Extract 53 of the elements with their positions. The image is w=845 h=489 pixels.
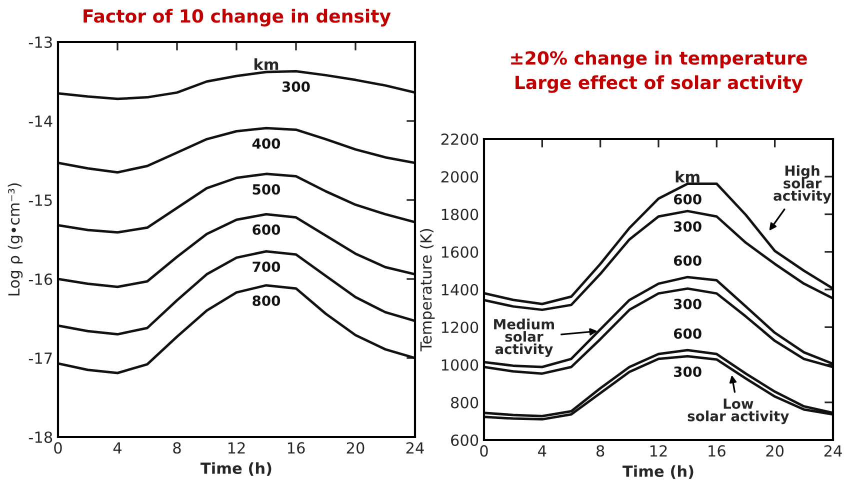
x-tick-label: 24	[824, 445, 842, 456]
x-tick-label: 0	[480, 445, 488, 457]
y-tick-label: 1200	[442, 322, 478, 334]
x-tick-label: 16	[288, 442, 305, 454]
x-tick-label: 12	[650, 445, 667, 456]
series-label: 300	[674, 221, 702, 232]
y-tick-label: -16	[28, 273, 52, 286]
y-tick-label: 2000	[441, 171, 478, 183]
chart-title: ±20% change in temperature	[511, 50, 807, 68]
series-label: 600	[674, 328, 702, 339]
chart-title: Factor of 10 change in density	[84, 8, 391, 26]
chart-subtitle: Large effect of solar activity	[516, 75, 803, 93]
x-tick-label: 4	[538, 445, 546, 456]
y-tick-label: 800	[451, 396, 478, 408]
series-label: 600	[674, 255, 702, 266]
x-tick-label: 0	[54, 442, 62, 454]
y-tick-label: -14	[28, 116, 52, 127]
x-axis-title: Time (h)	[622, 465, 694, 479]
x-tick-label: 20	[766, 445, 784, 457]
y-tick-label: 1400	[442, 284, 478, 296]
series-label: 300	[674, 366, 702, 377]
y-tick-label: -18	[28, 431, 52, 444]
y-tick-label: 1000	[442, 359, 478, 371]
series-label: 500	[252, 184, 280, 195]
y-axis-title: Temperature (K)	[420, 229, 435, 352]
x-tick-label: 8	[173, 442, 181, 454]
y-tick-label: 600	[451, 434, 478, 446]
y-tick-label: 2200	[441, 133, 478, 146]
annotation: High solar activity	[774, 165, 832, 204]
x-tick-label: 20	[346, 442, 364, 454]
x-tick-label: 12	[228, 442, 245, 454]
series-label: 400	[252, 138, 280, 149]
annotation: Low solar activity	[688, 398, 789, 424]
y-axis-title: Log ρ (g•cm⁻³)	[8, 183, 23, 296]
y-tick-label: 1800	[442, 208, 478, 220]
annotation: km	[676, 170, 700, 182]
x-tick-label: 4	[113, 442, 122, 454]
x-tick-label: 24	[406, 442, 424, 454]
annotation: Medium solar activity	[494, 318, 554, 357]
series-label: 700	[252, 262, 280, 272]
y-tick-label: -13	[28, 36, 52, 48]
series-label: 800	[252, 296, 280, 306]
x-axis-title: Time (h)	[200, 462, 272, 476]
y-tick-label: 1600	[442, 246, 478, 258]
x-tick-label: 8	[596, 445, 604, 457]
series-label: 600	[252, 224, 280, 235]
series-label: 600	[674, 194, 702, 204]
series-label: 300	[674, 298, 702, 310]
y-tick-label: -17	[28, 352, 52, 364]
y-tick-label: -15	[28, 194, 52, 206]
annotation: km	[254, 58, 278, 70]
x-tick-label: 16	[708, 445, 726, 457]
series-label: 300	[282, 81, 310, 92]
